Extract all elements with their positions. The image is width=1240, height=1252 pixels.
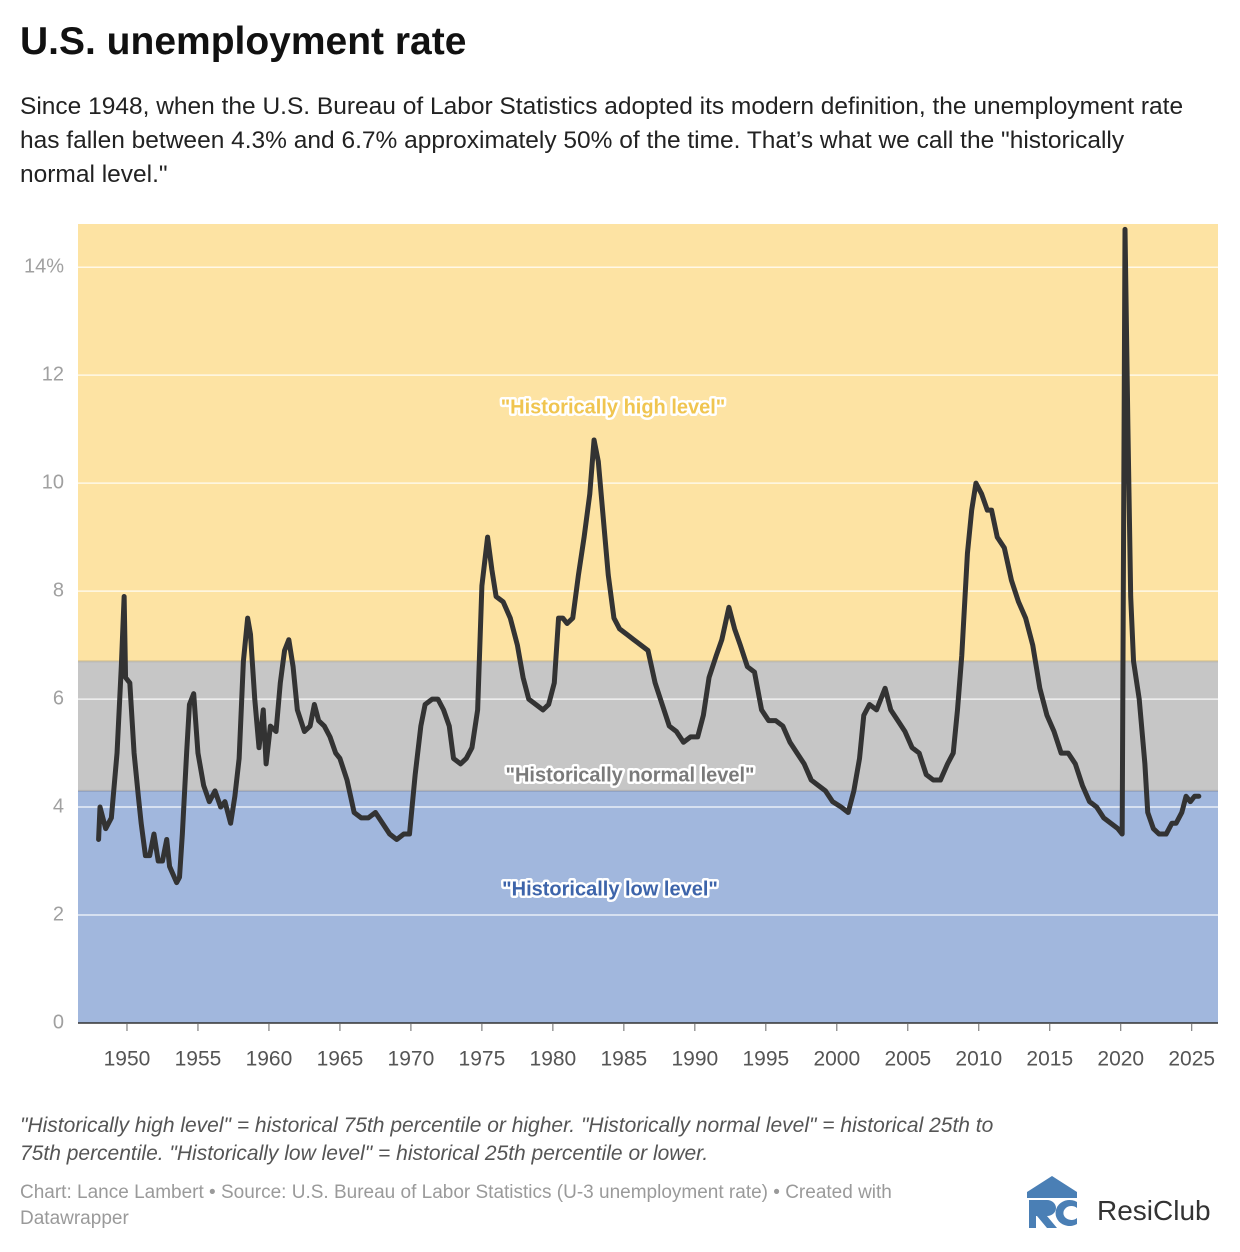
x-tick-label: 2005	[884, 1048, 931, 1071]
brand-name: ResiClub	[1097, 1195, 1211, 1226]
logo	[1027, 1176, 1077, 1228]
y-tick-label: 14%	[24, 255, 64, 277]
y-tick-label: 0	[53, 1011, 64, 1033]
chart-notes: "Historically high level" = historical 7…	[20, 1114, 994, 1165]
x-tick-label: 2000	[813, 1048, 860, 1071]
band-label: "Historically low level"	[502, 878, 718, 900]
x-tick-label: 1995	[742, 1048, 789, 1071]
x-tick-label: 1955	[175, 1048, 222, 1071]
chart-title: U.S. unemployment rate	[20, 20, 467, 63]
x-tick-label: 1975	[459, 1048, 506, 1071]
logo-roof	[1027, 1176, 1077, 1198]
band-label: "Historically normal level"	[505, 764, 754, 786]
band	[78, 790, 1218, 1023]
x-tick-label: 2010	[955, 1048, 1002, 1071]
unemployment-line	[96, 226, 1202, 886]
x-tick-label: 1950	[104, 1048, 151, 1071]
logo-r	[1029, 1200, 1057, 1228]
x-tick-label: 1960	[246, 1048, 293, 1071]
logo-c	[1055, 1200, 1077, 1226]
x-tick-label: 1985	[601, 1048, 648, 1071]
y-tick-label: 10	[42, 471, 64, 493]
chart-source: Chart: Lance Lambert • Source: U.S. Bure…	[20, 1182, 892, 1229]
x-tick-label: 1970	[388, 1048, 435, 1071]
band-label: "Historically high level"	[501, 396, 726, 418]
y-tick-label: 6	[53, 687, 64, 709]
x-tick-label: 1980	[530, 1048, 577, 1071]
x-tick-label: 1965	[317, 1048, 364, 1071]
y-tick-label: 4	[53, 795, 64, 817]
band	[78, 224, 1218, 662]
chart-subtitle: Since 1948, when the U.S. Bureau of Labo…	[20, 93, 1184, 188]
x-tick-label: 2025	[1168, 1048, 1215, 1071]
y-tick-label: 2	[53, 903, 64, 925]
x-tick-label: 2020	[1097, 1048, 1144, 1071]
x-tick-label: 2015	[1026, 1048, 1073, 1071]
x-tick-label: 1990	[671, 1048, 718, 1071]
y-tick-label: 8	[53, 579, 64, 601]
y-tick-label: 12	[42, 363, 64, 385]
